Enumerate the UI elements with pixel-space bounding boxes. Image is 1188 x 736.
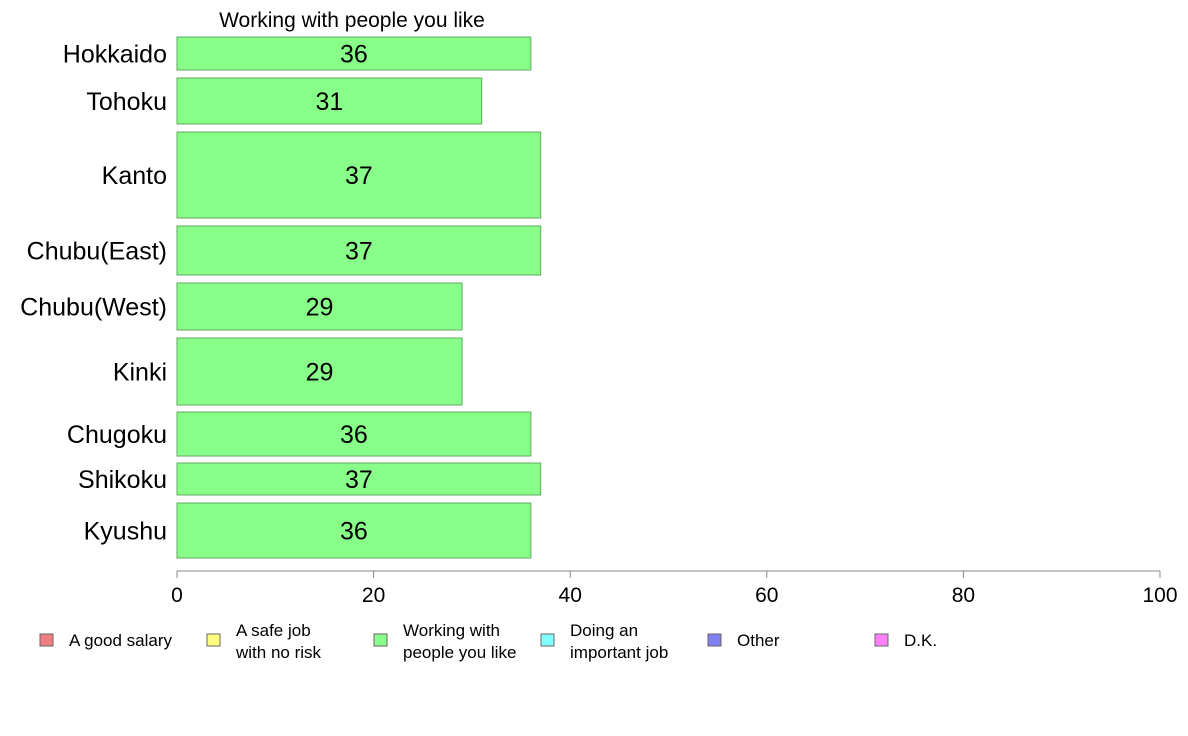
legend-label: A safe job bbox=[236, 621, 311, 640]
x-tick-label: 40 bbox=[559, 584, 582, 607]
legend-label: Doing an bbox=[570, 621, 638, 640]
data-label: 37 bbox=[345, 238, 373, 266]
bar-2 bbox=[176, 131, 542, 219]
category-label: Chubu(West) bbox=[20, 294, 167, 322]
category-label: Chugoku bbox=[67, 421, 167, 449]
category-label: Chubu(East) bbox=[27, 238, 167, 266]
legend-label: D.K. bbox=[904, 631, 937, 650]
legend-swatch bbox=[707, 633, 722, 647]
category-label: Kinki bbox=[113, 359, 167, 387]
legend-label: important job bbox=[570, 643, 668, 662]
legend-label: Other bbox=[737, 631, 780, 650]
x-tick-label: 100 bbox=[1142, 584, 1177, 607]
x-tick-label: 0 bbox=[171, 584, 183, 607]
data-label: 36 bbox=[340, 421, 368, 449]
x-axis: 0 20 40 60 80 100 bbox=[171, 570, 1178, 607]
x-tick-label: 20 bbox=[362, 584, 385, 607]
category-label: Hokkaido bbox=[63, 41, 167, 69]
legend-swatch bbox=[874, 633, 889, 647]
bar-6 bbox=[176, 411, 532, 457]
legend: A good salary A safe job with no risk Worki… bbox=[39, 621, 937, 662]
legend-swatch bbox=[39, 633, 54, 647]
bars-group: Hokkaido 36 Tohoku 31 Kanto 37 Chubu(East) 37 Ch… bbox=[20, 36, 542, 559]
legend-swatch bbox=[540, 633, 555, 647]
bar-8 bbox=[176, 502, 532, 559]
data-label: 36 bbox=[340, 518, 368, 546]
data-label: 31 bbox=[315, 88, 343, 116]
x-tick-label: 60 bbox=[755, 584, 778, 607]
x-tick-label: 80 bbox=[952, 584, 975, 607]
bar-5 bbox=[176, 337, 463, 406]
bar-3 bbox=[176, 225, 542, 276]
data-label: 36 bbox=[340, 41, 368, 69]
data-label: 37 bbox=[345, 162, 373, 190]
bar-0 bbox=[176, 36, 532, 71]
category-label: Kyushu bbox=[84, 518, 167, 546]
legend-label: Working with bbox=[403, 621, 500, 640]
bar-7 bbox=[176, 462, 542, 496]
bar-1 bbox=[176, 77, 483, 125]
legend-swatch bbox=[373, 633, 388, 647]
data-label: 29 bbox=[306, 294, 334, 322]
category-label: Shikoku bbox=[78, 466, 167, 494]
legend-swatch bbox=[206, 633, 221, 647]
category-label: Kanto bbox=[102, 162, 167, 190]
legend-label: with no risk bbox=[235, 643, 322, 662]
data-label: 29 bbox=[306, 359, 334, 387]
data-label: 37 bbox=[345, 466, 373, 494]
legend-label: A good salary bbox=[69, 631, 173, 650]
category-label: Tohoku bbox=[86, 88, 167, 116]
bar-4 bbox=[176, 282, 463, 331]
legend-label: people you like bbox=[403, 643, 516, 662]
chart-title: Working with people you like bbox=[219, 9, 485, 32]
